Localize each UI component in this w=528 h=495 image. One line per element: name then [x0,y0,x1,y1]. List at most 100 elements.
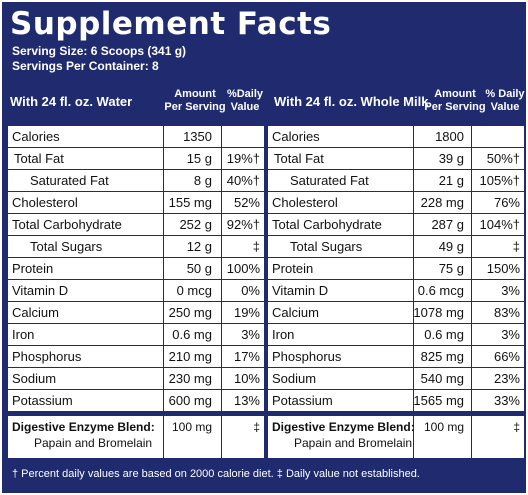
column-divider [471,126,472,458]
nutrient-amount: 75 g [438,261,464,276]
nutrient-amount: 0 mcg [176,283,212,298]
nutrient-name: Vitamin D [12,283,69,298]
nutrient-row: Vitamin D 0.6 mcg 3% [268,280,524,302]
nutrient-amount: 287 g [431,217,464,232]
nutrient-row: Iron 0.6 mg 3% [268,324,524,346]
nutrient-name: Total Sugars [30,239,103,254]
nutrient-row: Calories 1800 [268,126,524,148]
nutrient-amount: 1565 mg [413,393,464,408]
enzyme-blend-amount: 100 mg [423,420,464,434]
nutrient-name: Sodium [272,371,317,386]
nutrient-amount: 252 g [179,217,212,232]
daily-value-header: %Daily Value [226,88,264,113]
column-label: With 24 fl. oz. Water [10,94,133,109]
nutrient-daily-value: 105%† [479,173,520,188]
nutrient-daily-value: 3% [241,327,260,342]
nutrient-row: Total Carbohydrate 252 g 92%† [8,214,264,236]
nutrient-name: Calcium [12,305,59,320]
nutrient-row: Potassium 600 mg 13% [8,390,264,412]
nutrient-row: Sodium 540 mg 23% [268,368,524,390]
nutrient-name: Total Fat [14,151,64,166]
nutrient-name: Potassium [272,393,333,408]
nutrient-amount: 0.6 mg [172,327,212,342]
nutrient-daily-value: 13% [233,393,260,408]
nutrient-row: Total Carbohydrate 287 g 104%† [268,214,524,236]
nutrient-name: Total Sugars [290,239,363,254]
nutrient-daily-value: 40%† [226,173,260,188]
enzyme-blend-row: Digestive Enzyme Blend: Papain and Bromel… [268,416,524,456]
nutrient-amount: 50 g [186,261,212,276]
nutrient-amount: 39 g [438,151,464,166]
daily-value-header: % Daily Value [485,88,525,113]
nutrient-name: Saturated Fat [30,173,109,188]
nutrient-daily-value: 33% [493,393,520,408]
nutrient-amount: 540 mg [420,371,464,386]
nutrient-row: Total Fat 39 g 50%† [268,148,524,170]
nutrient-amount: 230 mg [168,371,212,386]
nutrient-amount: 228 mg [420,195,464,210]
nutrient-name: Vitamin D [272,283,329,298]
nutrient-daily-value: 100% [226,261,260,276]
enzyme-blend-amount: 100 mg [171,420,212,434]
nutrient-amount: 825 mg [420,349,464,364]
nutrient-name: Protein [12,261,54,276]
nutrient-amount: 1078 mg [413,305,464,320]
nutrient-amount: 600 mg [168,393,212,408]
amount-header: Amount Per Serving [424,88,486,113]
enzyme-blend-daily-value: ‡ [253,420,260,434]
nutrient-daily-value: 10% [233,371,260,386]
nutrient-name: Total Fat [274,151,324,166]
nutrient-daily-value: 19%† [226,151,260,166]
nutrient-name: Potassium [12,393,73,408]
enzyme-blend-name: Digestive Enzyme Blend: [12,420,155,434]
nutrient-name: Cholesterol [272,195,338,210]
section-divider [268,412,524,416]
nutrient-amount: 210 mg [168,349,212,364]
nutrient-row: Saturated Fat 8 g 40%† [8,170,264,192]
nutrient-row: Protein 50 g 100% [8,258,264,280]
nutrient-daily-value: 76% [493,195,520,210]
nutrient-daily-value: 23% [493,371,520,386]
nutrient-daily-value: 17% [233,349,260,364]
nutrient-amount: 250 mg [168,305,212,320]
nutrient-row: Potassium 1565 mg 33% [268,390,524,412]
nutrient-daily-value: 92%† [226,217,260,232]
nutrient-amount: 0.6 mg [424,327,464,342]
nutrient-amount: 0.6 mcg [417,283,464,298]
servings-per-container: Servings Per Container: 8 [12,59,159,73]
amount-header: Amount Per Serving [164,88,226,113]
nutrient-daily-value: 3% [501,283,520,298]
nutrient-amount: 155 mg [168,195,212,210]
nutrient-row: Phosphorus 825 mg 66% [268,346,524,368]
nutrient-amount: 8 g [193,173,212,188]
panel-title: Supplement Facts [10,6,332,42]
nutrient-daily-value: ‡ [252,239,260,254]
nutrient-amount: 1350 [183,129,212,144]
nutrient-name: Protein [272,261,314,276]
nutrient-name: Total Carbohydrate [272,217,382,232]
nutrient-row: Total Sugars 49 g ‡ [268,236,524,258]
nutrient-row: Saturated Fat 21 g 105%† [268,170,524,192]
nutrient-daily-value: 150% [486,261,520,276]
nutrient-amount: 49 g [438,239,464,254]
nutrient-table-water: Calories 1350 Total Fat 15 g 19%† Saturated F… [8,126,264,458]
nutrient-amount: 15 g [186,151,212,166]
nutrient-daily-value: 19% [233,305,260,320]
nutrient-name: Cholesterol [12,195,78,210]
nutrient-row: Iron 0.6 mg 3% [8,324,264,346]
nutrient-amount: 12 g [186,239,212,254]
column-divider [163,126,164,458]
nutrient-daily-value: 83% [493,305,520,320]
column-header-milk: With 24 fl. oz. Whole Milk Amount Per Se… [266,84,528,126]
nutrient-name: Iron [272,327,295,342]
nutrient-amount: 1800 [435,129,464,144]
serving-size: Serving Size: 6 Scoops (341 g) [12,44,187,58]
nutrient-name: Total Carbohydrate [12,217,122,232]
column-label: With 24 fl. oz. Whole Milk [274,94,429,109]
section-divider [8,412,264,416]
nutrient-row: Protein 75 g 150% [268,258,524,280]
nutrient-daily-value: 50%† [486,151,520,166]
nutrient-name: Saturated Fat [290,173,369,188]
enzyme-blend-name: Digestive Enzyme Blend: [272,420,415,434]
